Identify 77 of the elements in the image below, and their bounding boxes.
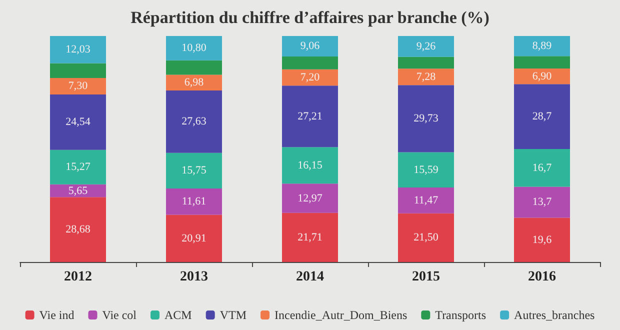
bar <box>50 36 106 64</box>
data-label: 6,98 <box>184 76 204 89</box>
data-label: 9,26 <box>416 40 436 52</box>
data-label: 24,54 <box>66 116 91 128</box>
x-tick-label: 2015 <box>412 270 440 284</box>
bar <box>166 214 222 262</box>
bar <box>514 149 570 187</box>
bar <box>166 152 222 189</box>
data-label: 20,91 <box>182 232 206 244</box>
data-label: 9,06 <box>300 40 320 52</box>
legend-label: VTM <box>220 308 247 322</box>
data-label: 21,50 <box>414 232 439 244</box>
data-label: 7,20 <box>300 71 320 84</box>
data-label: 7,30 <box>68 80 88 92</box>
bar <box>50 94 106 150</box>
data-label: 10,80 <box>182 42 207 54</box>
data-label: 12,03 <box>66 44 91 56</box>
data-label: 5,65 <box>68 184 88 197</box>
bar <box>166 74 222 90</box>
legend-label: Autres_branches <box>514 308 596 322</box>
bar <box>514 84 570 149</box>
bar <box>166 36 222 60</box>
data-label: 6,90 <box>532 70 552 82</box>
legend-label: ACM <box>164 308 192 322</box>
x-tick-label: 2012 <box>64 270 92 284</box>
bar <box>398 187 454 214</box>
bar <box>514 56 570 69</box>
data-label: 7,28 <box>416 70 436 83</box>
x-tick-label: 2013 <box>180 270 208 284</box>
data-label: 28,7 <box>532 110 552 123</box>
legend-label: Vie ind <box>39 308 74 322</box>
bar <box>514 186 570 218</box>
bar <box>398 68 454 86</box>
legend-label: Vie col <box>102 308 138 322</box>
x-tick-label: 2014 <box>296 270 324 284</box>
data-label: 13,7 <box>532 196 552 208</box>
bar <box>398 85 454 152</box>
bar <box>398 152 454 188</box>
bar <box>514 36 570 56</box>
bar <box>166 60 222 75</box>
bar <box>282 147 338 184</box>
data-label: 11,47 <box>414 194 439 206</box>
bar <box>50 150 106 184</box>
bar <box>166 188 222 215</box>
bar <box>50 63 106 78</box>
data-label: 8,89 <box>532 40 552 52</box>
bar <box>398 213 454 262</box>
bar <box>398 56 454 69</box>
bar <box>166 90 222 153</box>
chart-title: Répartition du chiffre d’affaires par branche (%) <box>130 8 490 27</box>
data-label: 12,97 <box>298 192 323 204</box>
data-label: 15,27 <box>66 161 91 174</box>
data-label: 11,61 <box>182 196 206 208</box>
bar <box>282 36 338 56</box>
bar <box>514 218 570 262</box>
bar <box>282 69 338 86</box>
bar <box>282 184 338 213</box>
data-label: 16,7 <box>532 162 552 174</box>
data-label: 19,6 <box>532 234 552 246</box>
bar <box>50 197 106 262</box>
bar <box>282 56 338 70</box>
bar <box>398 36 454 57</box>
data-label: 27,21 <box>298 110 322 122</box>
bar <box>282 86 338 148</box>
legend-label: Transports <box>435 308 486 322</box>
data-label: 15,59 <box>414 164 439 176</box>
data-label: 16,15 <box>298 159 323 172</box>
bar <box>514 68 570 84</box>
data-label: 29,73 <box>414 112 439 125</box>
data-label: 21,71 <box>298 231 322 244</box>
data-label: 15,75 <box>182 164 207 177</box>
data-label: 27,63 <box>182 116 207 128</box>
bar <box>282 212 338 262</box>
data-label: 28,68 <box>66 224 91 236</box>
x-tick-label: 2016 <box>528 270 556 284</box>
legend-label: Incendie_Autr_Dom_Biens <box>274 308 408 322</box>
bar <box>50 78 106 94</box>
